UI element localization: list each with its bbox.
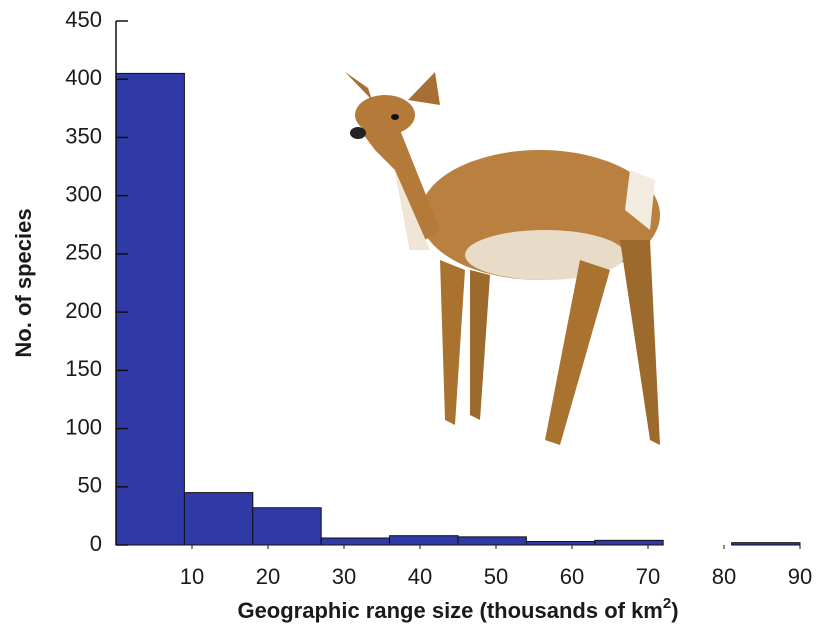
bar <box>116 73 184 545</box>
x-tick-label: 40 <box>408 564 432 589</box>
y-tick-label: 0 <box>90 531 102 556</box>
x-axis-title-superscript: 2 <box>663 595 671 612</box>
chart: No. of species Geographic range size (th… <box>0 0 821 633</box>
x-axis-title-text: Geographic range size (thousands of km <box>237 598 662 623</box>
x-tick-label: 70 <box>636 564 660 589</box>
y-tick-label: 400 <box>65 65 102 90</box>
x-tick-label: 20 <box>256 564 280 589</box>
y-axis-title: No. of species <box>11 208 36 357</box>
x-tick-label: 80 <box>712 564 736 589</box>
x-axis-title: Geographic range size (thousands of km2) <box>237 595 678 623</box>
y-tick-label: 200 <box>65 298 102 323</box>
x-tick-label: 50 <box>484 564 508 589</box>
bar <box>253 508 321 545</box>
y-tick-label: 50 <box>78 473 102 498</box>
deer-illustration <box>345 72 660 445</box>
y-tick-label: 150 <box>65 356 102 381</box>
y-tick-label: 250 <box>65 240 102 265</box>
x-tick-label: 60 <box>560 564 584 589</box>
y-tick-label: 450 <box>65 7 102 32</box>
y-tick-label: 100 <box>65 414 102 439</box>
bar <box>526 542 594 545</box>
bar <box>390 536 458 545</box>
y-tick-label: 350 <box>65 123 102 148</box>
bar <box>321 538 389 545</box>
y-tick-label: 300 <box>65 181 102 206</box>
bar <box>732 543 800 545</box>
bar <box>184 493 252 545</box>
x-tick-label: 10 <box>180 564 204 589</box>
x-tick-label: 30 <box>332 564 356 589</box>
bar <box>595 540 663 545</box>
bar <box>458 537 526 545</box>
x-tick-label: 90 <box>788 564 812 589</box>
x-axis-title-close: ) <box>671 598 678 623</box>
